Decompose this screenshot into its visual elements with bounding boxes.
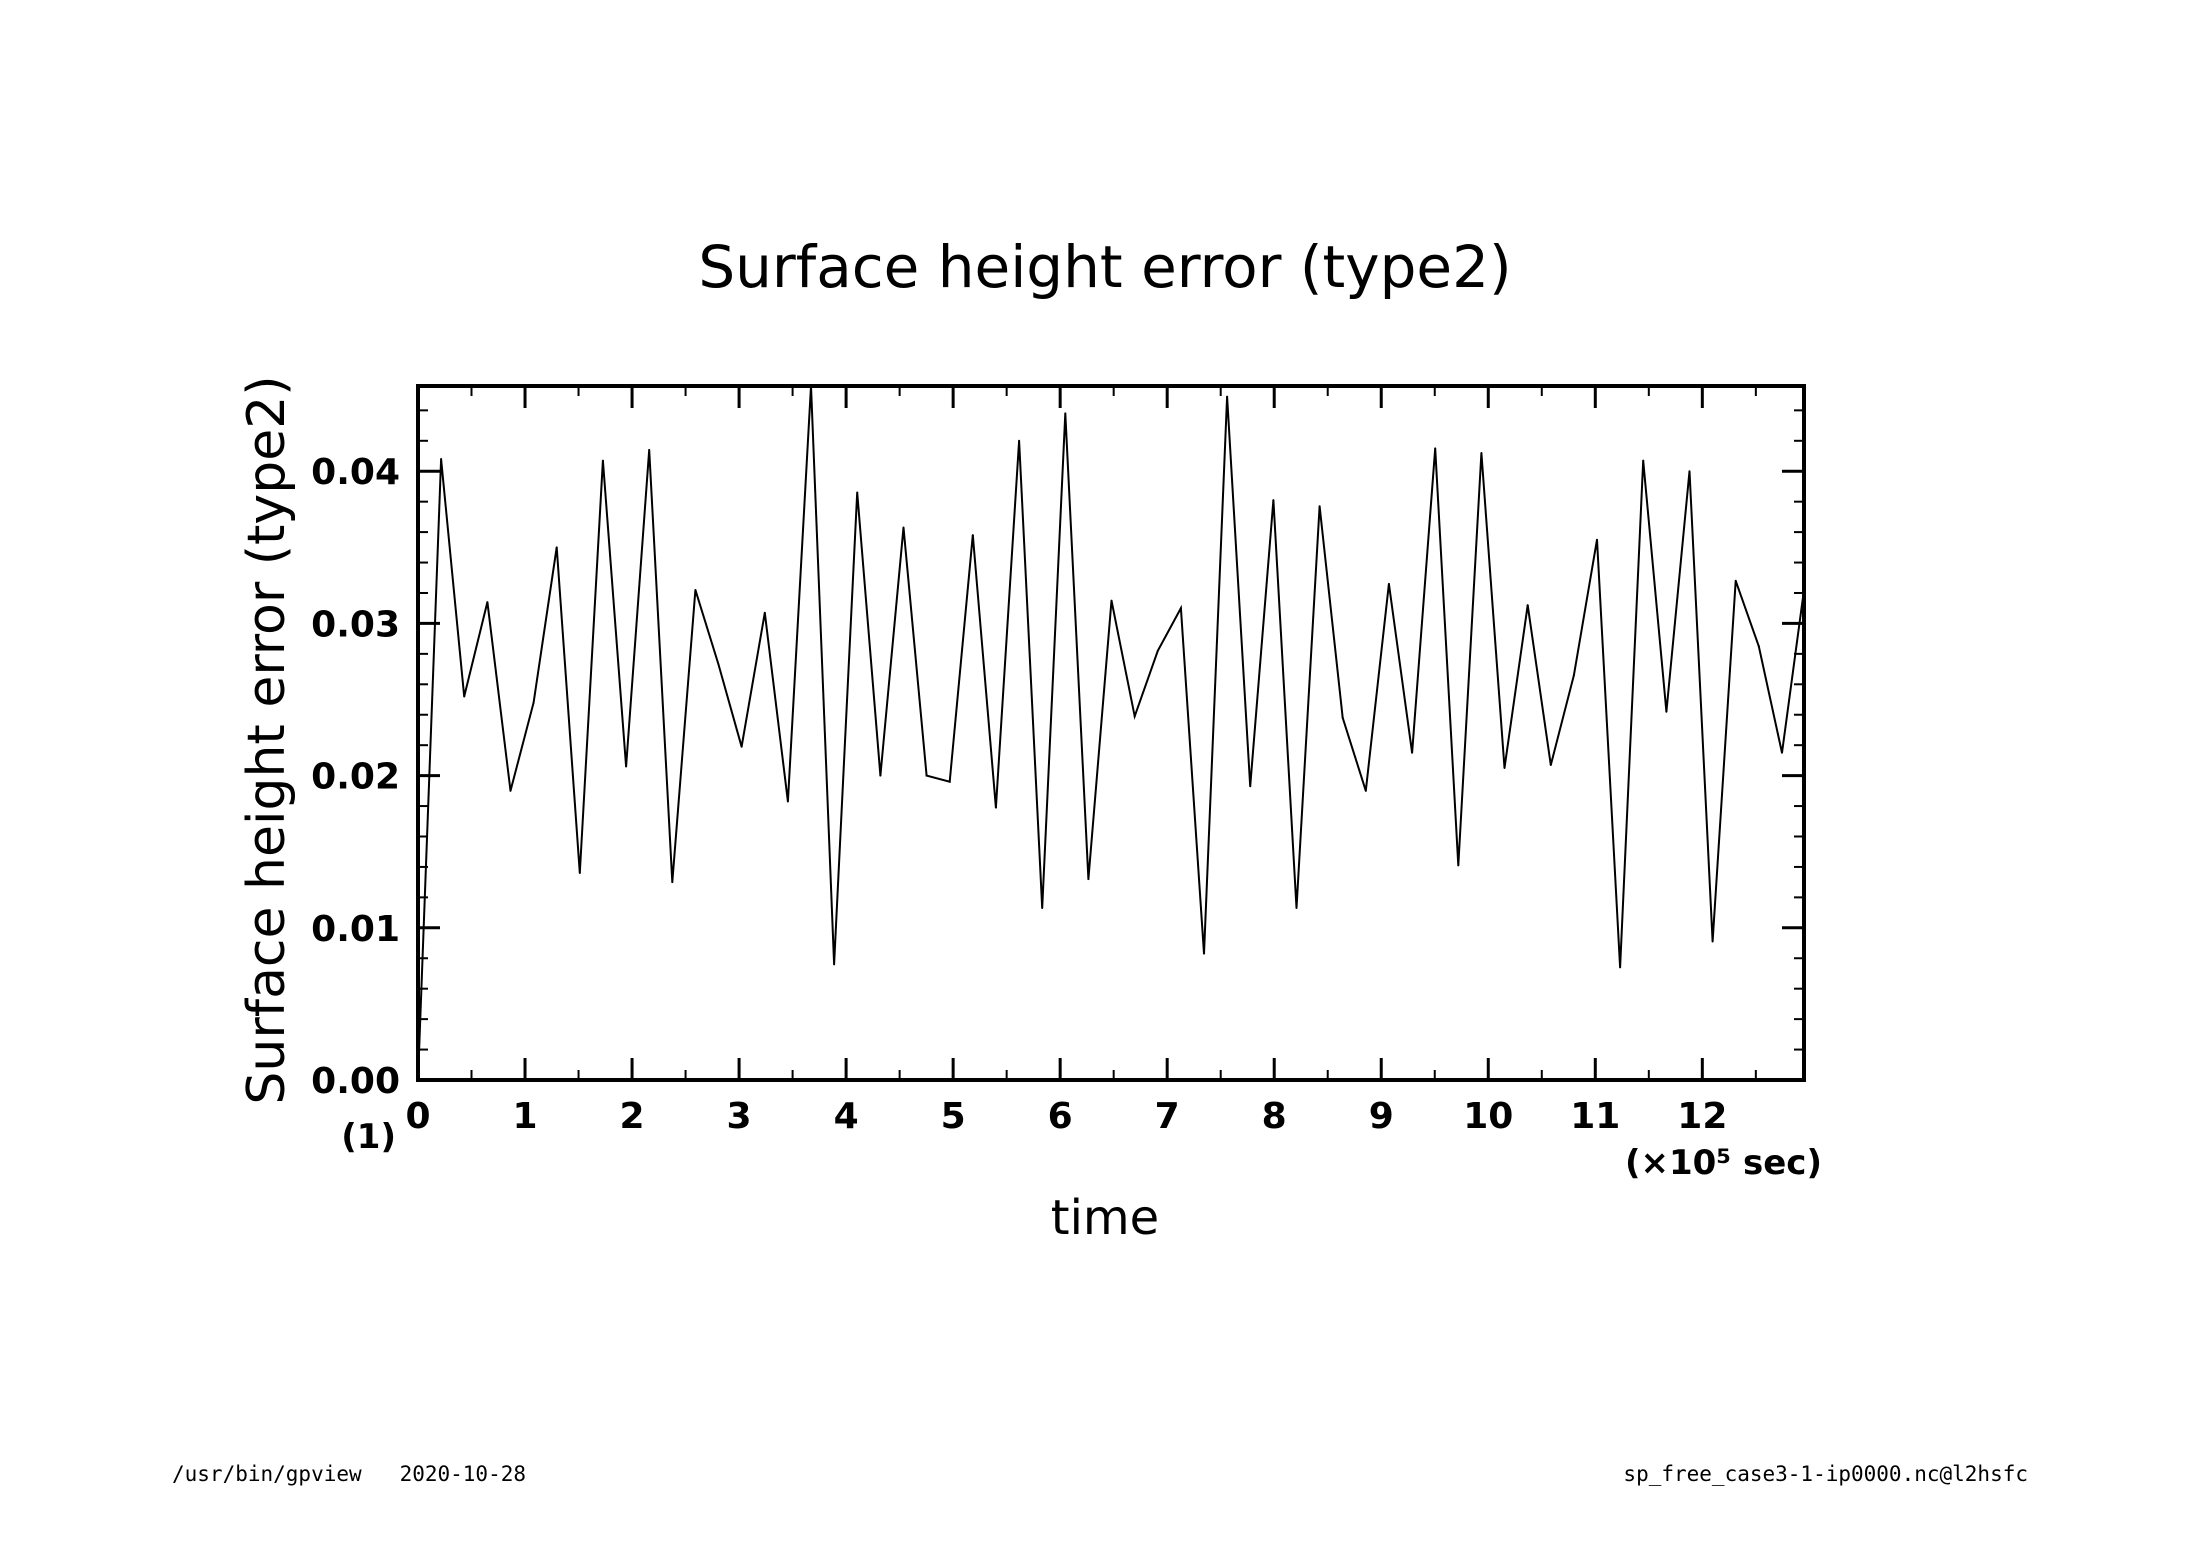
data-point: [902, 526, 905, 529]
x-tick-label: 0: [405, 1096, 430, 1137]
footer-right-text: sp_free_case3-1-ip0000.nc@l2hsfc: [1623, 1462, 2028, 1486]
data-point: [1064, 412, 1067, 415]
x-axis-ticks: [416, 386, 1757, 1080]
data-point: [717, 663, 720, 666]
data-point: [486, 601, 489, 604]
data-point: [1364, 789, 1367, 792]
data-point: [1503, 767, 1506, 770]
data-point: [1596, 538, 1599, 541]
data-point: [1457, 864, 1460, 867]
plot-frame: [416, 384, 1806, 1082]
data-point: [1434, 447, 1437, 450]
data-point: [948, 780, 951, 783]
data-point: [1179, 607, 1182, 610]
y-axis-unit: (1): [341, 1117, 396, 1157]
data-point: [971, 534, 974, 537]
x-axis-tick-labels: 0 1 2 3 4 5 6 7 8 9 10 11 12: [405, 1096, 1727, 1137]
x-tick-label: 8: [1262, 1096, 1287, 1137]
data-point: [555, 546, 558, 549]
data-point: [1688, 470, 1691, 473]
x-tick-label: 5: [941, 1096, 966, 1137]
x-tick-label: 12: [1677, 1096, 1727, 1137]
data-point: [1549, 763, 1552, 766]
data-point: [532, 701, 535, 704]
data-point: [1526, 604, 1529, 607]
data-point: [463, 695, 466, 698]
x-tick-label: 7: [1155, 1096, 1180, 1137]
x-tick-label: 11: [1570, 1096, 1620, 1137]
data-point: [1480, 451, 1483, 454]
x-tick-label: 6: [1048, 1096, 1073, 1137]
data-point: [694, 588, 697, 591]
data-point: [1411, 751, 1414, 754]
data-point: [1018, 439, 1021, 442]
y-tick-label: 0.04: [311, 452, 400, 493]
data-point: [1041, 907, 1044, 910]
data-point: [1780, 751, 1783, 754]
y-tick-label: 0.03: [311, 604, 400, 645]
x-tick-label: 2: [620, 1096, 645, 1137]
data-point: [740, 745, 743, 748]
chart-title: Surface height error (type2): [698, 233, 1511, 301]
y-axis-label: Surface height error (type2): [237, 375, 297, 1104]
data-point: [1572, 674, 1575, 677]
data-points: [417, 385, 1805, 1081]
data-point: [879, 774, 882, 777]
data-point: [648, 448, 651, 451]
data-point: [1711, 940, 1714, 943]
data-point: [994, 806, 997, 809]
data-point: [763, 611, 766, 614]
x-tick-label: 1: [512, 1096, 537, 1137]
series-line: [417, 385, 1805, 1081]
data-point: [1295, 907, 1298, 910]
x-tick-label: 4: [834, 1096, 859, 1137]
data-point: [1757, 645, 1760, 648]
y-tick-label: 0.01: [311, 909, 400, 950]
data-point: [1110, 599, 1113, 602]
data-point: [1341, 716, 1344, 719]
x-axis-label: time: [1051, 1190, 1159, 1246]
y-axis-ticks: [418, 409, 1804, 1082]
data-point: [1156, 649, 1159, 652]
data-point: [1318, 505, 1321, 508]
data-point: [856, 491, 859, 494]
data-point: [1642, 459, 1645, 462]
y-tick-label: 0.02: [311, 757, 400, 798]
data-point: [833, 963, 836, 966]
footer-left-text: /usr/bin/gpview 2020-10-28: [172, 1462, 527, 1486]
data-point: [509, 789, 512, 792]
data-point: [1203, 952, 1206, 955]
data-point: [671, 881, 674, 884]
x-tick-label: 10: [1463, 1096, 1513, 1137]
data-point: [1619, 966, 1622, 969]
y-axis-tick-labels: 0.00 0.01 0.02 0.03 0.04: [311, 452, 400, 1102]
x-tick-label: 9: [1369, 1096, 1394, 1137]
data-point: [440, 458, 443, 461]
data-point: [1665, 710, 1668, 713]
data-point: [1087, 878, 1090, 881]
data-point: [625, 765, 628, 768]
x-axis-unit: (×10⁵ sec): [1625, 1143, 1822, 1183]
data-point: [578, 872, 581, 875]
data-point: [601, 459, 604, 462]
data-point: [1226, 395, 1229, 398]
x-tick-label: 3: [727, 1096, 752, 1137]
data-point: [1133, 715, 1136, 718]
data-point: [1387, 582, 1390, 585]
data-point: [1272, 499, 1275, 502]
data-point: [786, 800, 789, 803]
y-tick-label: 0.00: [311, 1061, 400, 1102]
data-point: [925, 774, 928, 777]
data-point: [1249, 785, 1252, 788]
data-point: [1734, 579, 1737, 582]
